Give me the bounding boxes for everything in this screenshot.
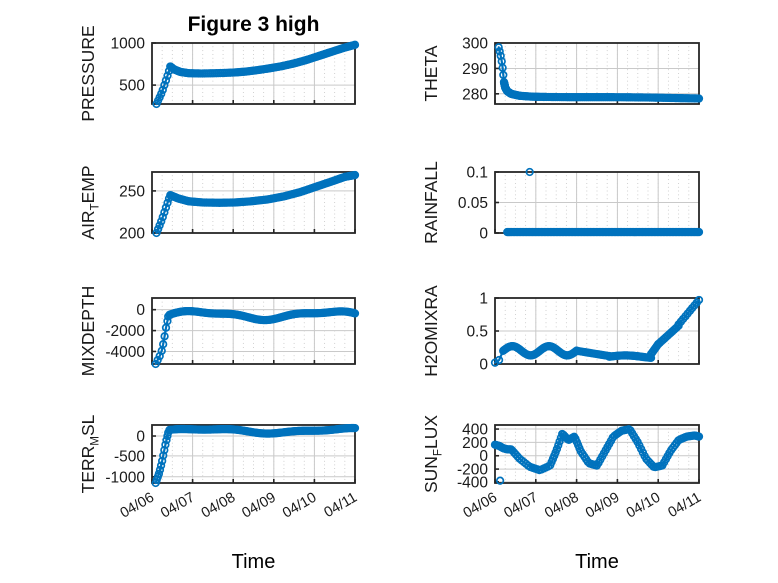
svg-text:0: 0 — [136, 429, 145, 446]
svg-text:300: 300 — [462, 36, 488, 53]
svg-text:-4000: -4000 — [105, 344, 145, 361]
svg-text:04/11: 04/11 — [321, 490, 360, 521]
svg-text:04/08: 04/08 — [199, 490, 238, 522]
svg-text:04/07: 04/07 — [501, 490, 540, 522]
svg-text:-400: -400 — [457, 474, 488, 491]
svg-text:RAINFALL: RAINFALL — [421, 161, 441, 244]
svg-text:Figure 3 high: Figure 3 high — [188, 13, 320, 36]
svg-text:0: 0 — [479, 226, 488, 243]
svg-text:0.05: 0.05 — [458, 195, 488, 212]
svg-text:04/06: 04/06 — [118, 490, 157, 522]
svg-text:-2000: -2000 — [105, 323, 145, 340]
svg-text:04/10: 04/10 — [280, 490, 319, 522]
svg-text:04/11: 04/11 — [665, 490, 704, 521]
svg-text:0: 0 — [136, 302, 145, 319]
svg-text:04/08: 04/08 — [542, 490, 581, 522]
svg-text:SUNFLUX: SUNFLUX — [421, 415, 445, 493]
svg-text:MIXDEPTH: MIXDEPTH — [78, 286, 98, 376]
svg-text:-500: -500 — [114, 448, 145, 465]
svg-text:500: 500 — [119, 78, 145, 95]
svg-text:0.5: 0.5 — [466, 324, 488, 341]
svg-text:200: 200 — [119, 226, 145, 243]
svg-text:H2OMIXRA: H2OMIXRA — [421, 285, 441, 377]
svg-text:1000: 1000 — [111, 36, 146, 53]
svg-text:THETA: THETA — [421, 45, 441, 101]
svg-text:0: 0 — [479, 357, 488, 374]
svg-text:1: 1 — [479, 291, 488, 308]
svg-text:AIRTEMP: AIRTEMP — [78, 165, 102, 239]
svg-text:-1000: -1000 — [105, 469, 145, 486]
svg-text:04/10: 04/10 — [624, 490, 663, 522]
svg-text:250: 250 — [119, 183, 145, 200]
svg-text:0.1: 0.1 — [466, 165, 488, 182]
svg-text:04/07: 04/07 — [158, 490, 197, 522]
svg-text:04/06: 04/06 — [461, 490, 500, 522]
svg-text:04/09: 04/09 — [583, 490, 622, 522]
svg-text:TERRMSL: TERRMSL — [78, 414, 102, 493]
svg-text:280: 280 — [462, 86, 488, 103]
svg-text:PRESSURE: PRESSURE — [78, 25, 98, 121]
svg-text:290: 290 — [462, 61, 488, 78]
svg-text:04/09: 04/09 — [239, 490, 278, 522]
